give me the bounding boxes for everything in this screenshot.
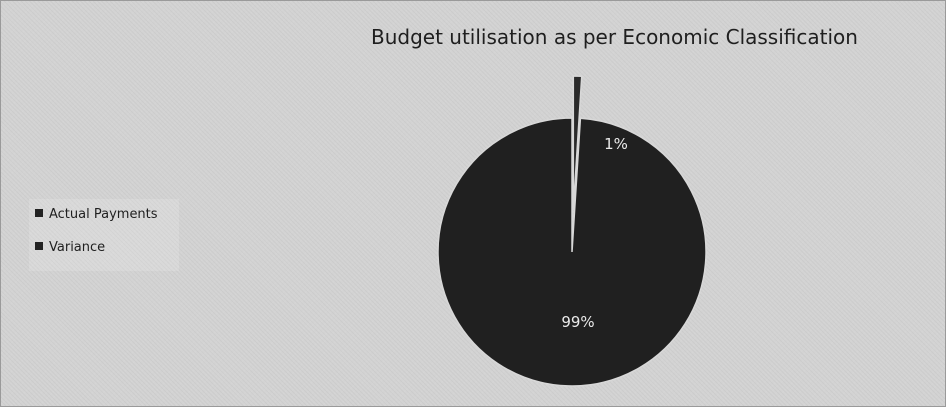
data-label-actual-payments: 99% <box>561 313 594 331</box>
legend-label-variance: Variance <box>49 240 106 255</box>
chart-title: Budget utilisation as per Economic Class… <box>371 25 858 49</box>
data-label-variance: 1% <box>604 135 628 153</box>
pie-slice-variance <box>572 75 583 211</box>
legend-swatch-variance <box>35 242 43 250</box>
legend-item-variance: Variance <box>35 239 105 257</box>
legend-label-actual-payments: Actual Payments <box>49 207 158 222</box>
legend-item-actual-payments: Actual Payments <box>35 206 158 224</box>
pie-slice-actual-payments <box>437 117 707 387</box>
legend: Actual Payments Variance <box>29 199 179 271</box>
legend-swatch-actual-payments <box>35 209 43 217</box>
